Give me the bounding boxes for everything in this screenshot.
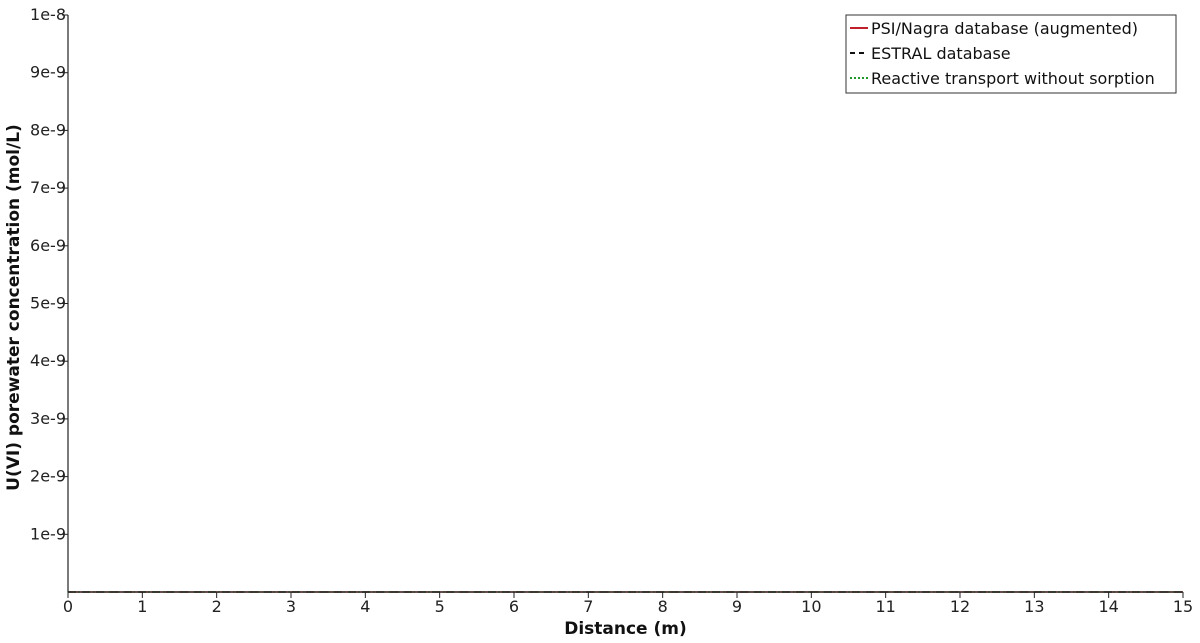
y-tick-label: 5e-9 <box>30 294 66 313</box>
y-tick-label: 8e-9 <box>30 120 66 139</box>
legend-label: ESTRAL database <box>871 44 1011 63</box>
x-tick-label: 6 <box>509 597 519 616</box>
y-ticks: 1e-9 2e-9 3e-9 4e-9 5e-9 6e-9 7e-9 8e-9 9e-9 1e-8 <box>30 5 68 543</box>
x-tick-label: 15 <box>1173 597 1193 616</box>
x-tick-label: 3 <box>286 597 296 616</box>
x-tick-label: 8 <box>658 597 668 616</box>
y-tick-label: 4e-9 <box>30 351 66 370</box>
x-axis-title: Distance (m) <box>564 619 687 639</box>
x-tick-label: 13 <box>1024 597 1044 616</box>
x-tick-label: 2 <box>212 597 222 616</box>
y-tick-label: 3e-9 <box>30 409 66 428</box>
x-ticks: 0 1 2 3 4 5 6 7 8 9 10 11 12 13 14 15 <box>63 592 1193 616</box>
x-tick-label: 0 <box>63 597 73 616</box>
x-tick-label: 9 <box>732 597 742 616</box>
x-tick-label: 1 <box>137 597 147 616</box>
x-tick-label: 4 <box>360 597 370 616</box>
axes-layer <box>67 15 1183 593</box>
legend-label: Reactive transport without sorption <box>871 69 1155 88</box>
x-tick-label: 11 <box>875 597 895 616</box>
x-tick-label: 12 <box>950 597 970 616</box>
legend: PSI/Nagra database (augmented) ESTRAL dat… <box>845 14 1177 94</box>
x-tick-label: 7 <box>583 597 593 616</box>
y-tick-label: 1e-9 <box>30 524 66 543</box>
legend-label: PSI/Nagra database (augmented) <box>871 19 1138 38</box>
x-tick-label: 5 <box>435 597 445 616</box>
legend-box <box>845 14 1177 94</box>
y-tick-label: 6e-9 <box>30 236 66 255</box>
y-tick-label: 2e-9 <box>30 467 66 486</box>
x-tick-label: 14 <box>1098 597 1118 616</box>
legend-items: PSI/Nagra database (augmented) ESTRAL dat… <box>850 19 1155 88</box>
y-tick-label: 9e-9 <box>30 63 66 82</box>
y-axis-title: U(VI) porewater concentration (mol/L) <box>4 124 24 491</box>
y-tick-label: 1e-8 <box>30 5 66 24</box>
y-tick-label: 7e-9 <box>30 178 66 197</box>
x-tick-label: 10 <box>801 597 821 616</box>
